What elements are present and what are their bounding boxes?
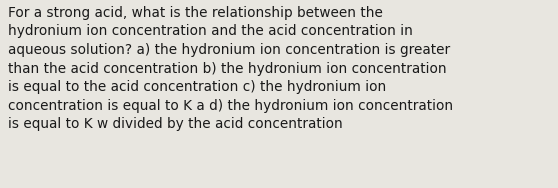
Text: For a strong acid, what is the relationship between the
hydronium ion concentrat: For a strong acid, what is the relations… bbox=[8, 6, 454, 131]
